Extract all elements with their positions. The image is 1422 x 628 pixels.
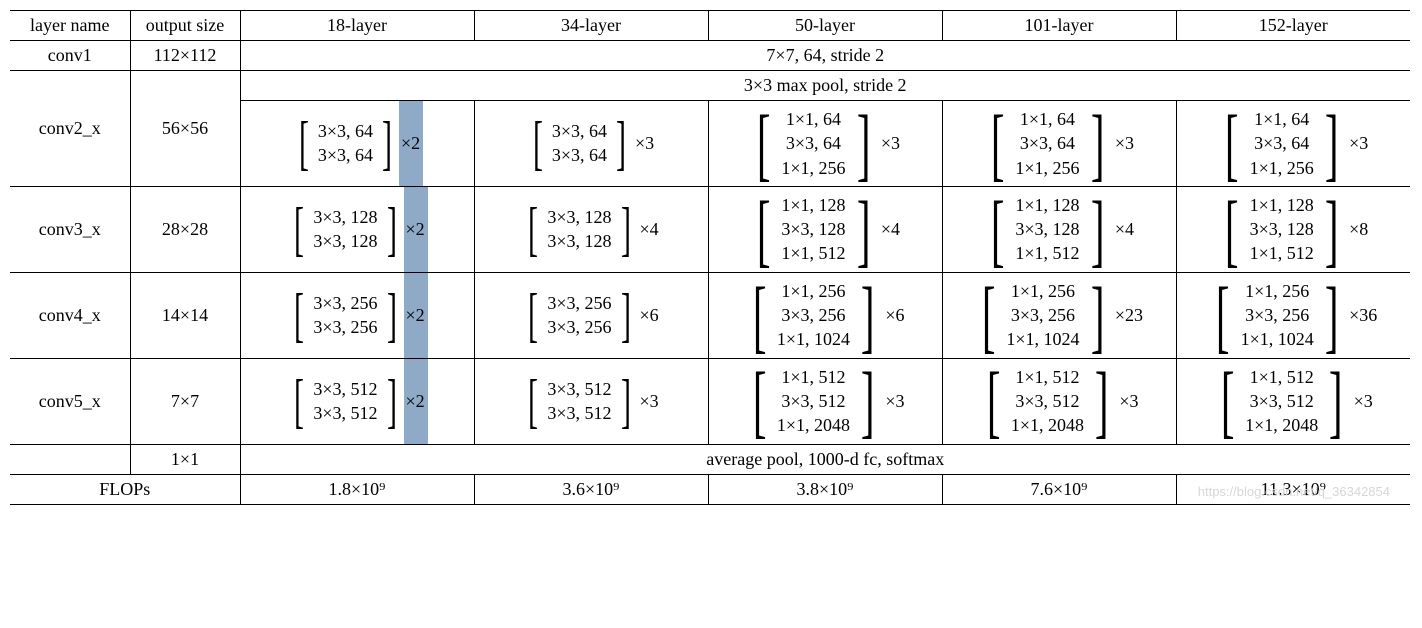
conv2-size: 56×56 xyxy=(130,71,240,187)
row-conv1: conv1 112×112 7×7, 64, stride 2 xyxy=(10,41,1410,71)
conv1-desc: 7×7, 64, stride 2 xyxy=(240,41,1410,71)
header-row: layer name output size 18-layer 34-layer… xyxy=(10,11,1410,41)
conv3-a50: [1×1, 1283×3, 1281×1, 512]×4 xyxy=(708,186,942,272)
hdr-output: output size xyxy=(130,11,240,41)
row-avgpool: 1×1 average pool, 1000-d fc, softmax xyxy=(10,444,1410,474)
conv2-a18: [3×3, 643×3, 64]×2 xyxy=(240,101,474,187)
row-conv4: conv4_x 14×14 [3×3, 2563×3, 256]×2 [3×3,… xyxy=(10,272,1410,358)
conv3-a34: [3×3, 1283×3, 128]×4 xyxy=(474,186,708,272)
conv5-a152: [1×1, 5123×3, 5121×1, 2048]×3 xyxy=(1176,358,1410,444)
conv4-a152: [1×1, 2563×3, 2561×1, 1024]×36 xyxy=(1176,272,1410,358)
row-conv5: conv5_x 7×7 [3×3, 5123×3, 512]×2 [3×3, 5… xyxy=(10,358,1410,444)
conv3-size: 28×28 xyxy=(130,186,240,272)
conv5-name: conv5_x xyxy=(10,358,130,444)
conv2-a34: [3×3, 643×3, 64]×3 xyxy=(474,101,708,187)
conv4-name: conv4_x xyxy=(10,272,130,358)
conv2-a50: [1×1, 643×3, 641×1, 256]×3 xyxy=(708,101,942,187)
conv2-a101: [1×1, 643×3, 641×1, 256]×3 xyxy=(942,101,1176,187)
conv1-size: 112×112 xyxy=(130,41,240,71)
avgpool-name xyxy=(10,444,130,474)
hdr-152: 152-layer xyxy=(1176,11,1410,41)
pool-desc: 3×3 max pool, stride 2 xyxy=(240,71,1410,101)
conv4-a101: [1×1, 2563×3, 2561×1, 1024]×23 xyxy=(942,272,1176,358)
hdr-18: 18-layer xyxy=(240,11,474,41)
conv1-name: conv1 xyxy=(10,41,130,71)
row-conv3: conv3_x 28×28 [3×3, 1283×3, 128]×2 [3×3,… xyxy=(10,186,1410,272)
conv4-a18: [3×3, 2563×3, 256]×2 xyxy=(240,272,474,358)
avgpool-desc: average pool, 1000-d fc, softmax xyxy=(240,444,1410,474)
flops-a101: 7.6×10⁹ xyxy=(942,474,1176,504)
row-pool: conv2_x 56×56 3×3 max pool, stride 2 xyxy=(10,71,1410,101)
conv3-a18: [3×3, 1283×3, 128]×2 xyxy=(240,186,474,272)
conv4-a34: [3×3, 2563×3, 256]×6 xyxy=(474,272,708,358)
hdr-50: 50-layer xyxy=(708,11,942,41)
conv3-a101: [1×1, 1283×3, 1281×1, 512]×4 xyxy=(942,186,1176,272)
conv5-a34: [3×3, 5123×3, 512]×3 xyxy=(474,358,708,444)
flops-a50: 3.8×10⁹ xyxy=(708,474,942,504)
avgpool-size: 1×1 xyxy=(130,444,240,474)
conv4-size: 14×14 xyxy=(130,272,240,358)
flops-a18: 1.8×10⁹ xyxy=(240,474,474,504)
conv3-a152: [1×1, 1283×3, 1281×1, 512]×8 xyxy=(1176,186,1410,272)
conv5-size: 7×7 xyxy=(130,358,240,444)
resnet-table: layer name output size 18-layer 34-layer… xyxy=(10,10,1410,505)
hdr-34: 34-layer xyxy=(474,11,708,41)
conv4-a50: [1×1, 2563×3, 2561×1, 1024]×6 xyxy=(708,272,942,358)
hdr-101: 101-layer xyxy=(942,11,1176,41)
conv5-a18: [3×3, 5123×3, 512]×2 xyxy=(240,358,474,444)
conv2-name: conv2_x xyxy=(10,71,130,187)
conv3-name: conv3_x xyxy=(10,186,130,272)
hdr-layer: layer name xyxy=(10,11,130,41)
conv5-a50: [1×1, 5123×3, 5121×1, 2048]×3 xyxy=(708,358,942,444)
flops-a34: 3.6×10⁹ xyxy=(474,474,708,504)
watermark-text: https://blog.csdn.net/q_36342854 xyxy=(1198,484,1390,499)
conv2-a152: [1×1, 643×3, 641×1, 256]×3 xyxy=(1176,101,1410,187)
conv5-a101: [1×1, 5123×3, 5121×1, 2048]×3 xyxy=(942,358,1176,444)
flops-label: FLOPs xyxy=(10,474,240,504)
